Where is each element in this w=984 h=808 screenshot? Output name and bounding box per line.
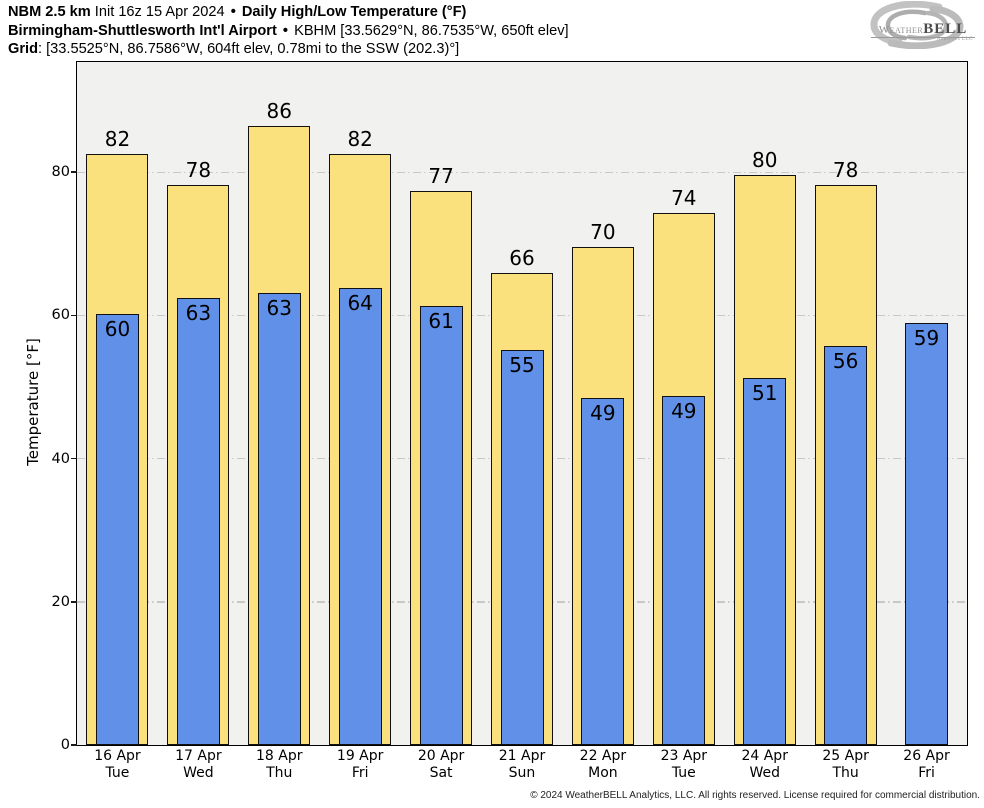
- plot-area: 82 78 86 82 77 66 70 74 80 78 60 63 63 64 61 55 49 49 51 56…: [76, 61, 968, 746]
- bullet-separator-icon: •: [282, 22, 289, 39]
- x-tick-weekday: Fri: [918, 764, 935, 781]
- low-value-label: 49: [590, 400, 616, 425]
- high-value-label: 86: [266, 99, 292, 124]
- x-tick-date: 20 Apr: [417, 748, 465, 764]
- x-tick-weekday: Tue: [105, 764, 130, 781]
- x-tick-date: 17 Apr: [175, 748, 222, 764]
- x-tick-weekday: Thu: [266, 764, 293, 781]
- y-tick-mark-80: [71, 171, 77, 174]
- gridline-80: [77, 171, 967, 173]
- header-line3: Grid: [33.5525°N, 86.7586°W, 604ft elev,…: [8, 40, 569, 59]
- y-tick-label-40: 40: [51, 450, 70, 467]
- bullet-separator-icon: •: [230, 4, 236, 20]
- x-tick-weekday: Tue: [671, 764, 696, 781]
- low-bar-25-Apr: [824, 345, 868, 745]
- high-value-label: 66: [509, 246, 535, 271]
- low-value-label: 59: [913, 326, 940, 351]
- x-tick-date: 26 Apr: [903, 748, 950, 764]
- high-value-label: 82: [104, 127, 131, 152]
- x-tick-date: 21 Apr: [498, 748, 546, 764]
- low-value-label: 56: [832, 348, 859, 373]
- logo-wordmark: WeatherBELL: [871, 22, 975, 38]
- x-tick-date: 18 Apr: [256, 748, 303, 764]
- low-bar-22-Apr: [581, 397, 625, 745]
- high-value-label: 70: [590, 220, 616, 245]
- y-tick-mark-20: [71, 601, 77, 603]
- x-tick-date: 24 Apr: [741, 748, 788, 764]
- y-tick-label-80: 80: [51, 164, 70, 181]
- low-bar-19-Apr: [338, 288, 382, 745]
- logo-weather-text: Weather: [878, 24, 924, 36]
- grid-details: : [33.5525°N, 86.7586°W, 604ft elev, 0.7…: [38, 41, 460, 57]
- x-tick-weekday: Mon: [588, 764, 618, 781]
- low-bar-16-Apr: [95, 314, 139, 745]
- y-axis-title: Temperature [°F]: [24, 338, 42, 466]
- x-tick-date: 22 Apr: [579, 748, 627, 764]
- station-name: Birmingham-Shuttlesworth Int'l Airport: [8, 22, 277, 39]
- x-tick-weekday: Sat: [429, 764, 453, 781]
- low-value-label: 63: [185, 300, 212, 325]
- high-value-label: 78: [185, 158, 212, 183]
- model-name: NBM 2.5 km: [8, 4, 91, 20]
- high-value-label: 74: [671, 186, 697, 211]
- low-value-label: 49: [671, 398, 697, 423]
- x-tick-label-17-Apr: 17 Apr Wed: [158, 748, 239, 781]
- x-tick-label-16-Apr: 16 Apr Tue: [77, 748, 158, 781]
- low-bar-26-Apr: [905, 323, 949, 745]
- x-tick-date: 25 Apr: [822, 748, 869, 764]
- y-tick-label-60: 60: [51, 307, 70, 324]
- x-tick-label-23-Apr: 23 Apr Tue: [643, 748, 724, 781]
- x-tick-label-25-Apr: 25 Apr Thu: [805, 748, 886, 781]
- x-tick-weekday: Fri: [351, 764, 369, 781]
- copyright-text: © 2024 WeatherBELL Analytics, LLC. All r…: [530, 790, 980, 801]
- header-line2: Birmingham-Shuttlesworth Int'l Airport •…: [8, 22, 569, 41]
- x-tick-label-18-Apr: 18 Apr Thu: [239, 748, 320, 781]
- high-value-label: 77: [428, 163, 454, 188]
- station-details: KBHM [33.5629°N, 86.7535°W, 650ft elev]: [294, 22, 569, 39]
- logo-subtext: Analytics LLC: [936, 37, 973, 42]
- logo-bell-text: BELL: [923, 21, 968, 37]
- low-value-label: 51: [751, 381, 778, 406]
- header: NBM 2.5 km Init 16z 15 Apr 2024 • Daily …: [8, 3, 569, 59]
- low-bar-23-Apr: [662, 395, 706, 745]
- x-tick-label-20-Apr: 20 Apr Sat: [401, 748, 482, 781]
- high-value-label: 78: [832, 158, 859, 183]
- x-tick-weekday: Sun: [508, 764, 536, 781]
- low-bar-21-Apr: [500, 349, 544, 745]
- x-tick-weekday: Wed: [183, 764, 214, 781]
- x-tick-date: 16 Apr: [94, 748, 141, 764]
- y-tick-label-20: 20: [51, 593, 70, 610]
- low-value-label: 61: [428, 309, 454, 334]
- header-line1: NBM 2.5 km Init 16z 15 Apr 2024 • Daily …: [8, 3, 569, 22]
- high-value-label: 80: [751, 148, 778, 173]
- grid-label: Grid: [8, 41, 38, 57]
- low-bar-20-Apr: [419, 306, 463, 745]
- x-tick-label-26-Apr: 26 Apr Fri: [886, 748, 967, 781]
- x-tick-label-22-Apr: 22 Apr Mon: [562, 748, 643, 781]
- low-value-label: 64: [347, 291, 373, 316]
- low-bar-18-Apr: [257, 292, 301, 745]
- low-value-label: 55: [509, 352, 535, 377]
- y-tick-mark-40: [71, 457, 77, 460]
- x-tick-weekday: Wed: [749, 764, 780, 781]
- low-bar-17-Apr: [176, 297, 220, 745]
- x-tick-weekday: Thu: [832, 764, 859, 781]
- x-tick-label-24-Apr: 24 Apr Wed: [724, 748, 805, 781]
- y-tick-mark-0: [71, 744, 77, 746]
- chart-title: Daily High/Low Temperature (°F): [241, 4, 467, 20]
- x-axis: 16 Apr Tue 17 Apr Wed 18 Apr Thu 19 Apr Fri 20 A…: [77, 748, 967, 784]
- low-bar-24-Apr: [743, 378, 787, 745]
- high-value-label: 82: [347, 126, 373, 151]
- low-value-label: 63: [266, 295, 292, 320]
- y-tick-mark-60: [71, 314, 77, 317]
- y-tick-label-0: 0: [60, 737, 70, 753]
- low-value-label: 60: [104, 317, 131, 341]
- init-time: Init 16z 15 Apr 2024: [94, 4, 225, 20]
- weatherbell-logo: WeatherBELL Analytics LLC: [861, 1, 981, 49]
- x-tick-label-21-Apr: 21 Apr Sun: [482, 748, 563, 781]
- x-tick-label-19-Apr: 19 Apr Fri: [320, 748, 401, 781]
- x-tick-date: 23 Apr: [660, 748, 708, 764]
- x-tick-date: 19 Apr: [336, 748, 384, 764]
